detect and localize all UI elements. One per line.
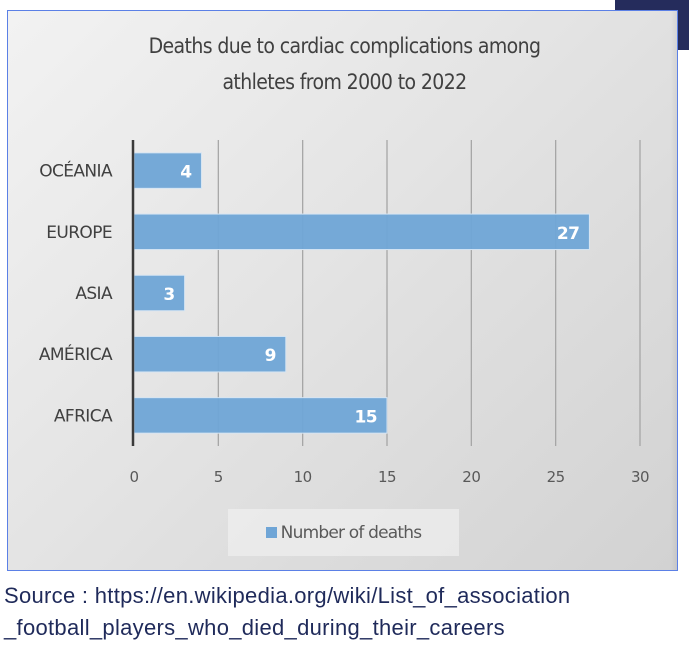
category-label: AMÉRICA (39, 343, 113, 365)
x-tick-label: 25 (547, 468, 565, 486)
chart-panel (7, 10, 678, 571)
bar (133, 335, 287, 373)
x-tick-label: 5 (214, 468, 223, 486)
legend-label: Number of deaths (280, 522, 422, 543)
category-label: ASIA (75, 284, 113, 304)
gridlines (217, 140, 641, 446)
data-label: 27 (557, 224, 579, 244)
chart-title-line-2: athletes from 2000 to 2022 (222, 70, 467, 94)
x-tick-label: 15 (378, 468, 396, 486)
data-label: 9 (265, 346, 276, 366)
x-tick-labels: 0 5 10 15 20 25 30 (129, 468, 649, 486)
data-label: 4 (180, 163, 192, 183)
data-label: 15 (355, 407, 377, 427)
x-tick-label: 20 (462, 468, 480, 486)
bar (133, 274, 186, 312)
source-caption: Source : https://en.wikipedia.org/wiki/L… (4, 580, 689, 644)
bars (133, 152, 590, 434)
category-label: EUROPE (46, 223, 112, 243)
source-line-2: _football_players_who_died_during_their_… (4, 615, 505, 640)
bar (133, 397, 388, 434)
x-tick-label: 10 (294, 468, 312, 486)
category-label: AFRICA (54, 406, 113, 426)
source-line-1: Source : https://en.wikipedia.org/wiki/L… (4, 583, 571, 608)
legend-swatch (265, 527, 277, 538)
data-labels: 4 27 3 9 15 (163, 163, 580, 428)
chart-title: Deaths due to cardiac complications amon… (0, 28, 689, 100)
data-label: 3 (163, 285, 174, 305)
category-labels: OCÉANIA EUROPE ASIA AMÉRICA AFRICA (39, 160, 114, 427)
x-tick-label: 0 (129, 468, 138, 486)
legend: Number of deaths (228, 509, 459, 556)
x-tick-label: 30 (631, 468, 649, 486)
bar (133, 213, 590, 251)
category-label: OCÉANIA (39, 160, 113, 182)
chart-title-line-1: Deaths due to cardiac complications amon… (148, 34, 541, 58)
